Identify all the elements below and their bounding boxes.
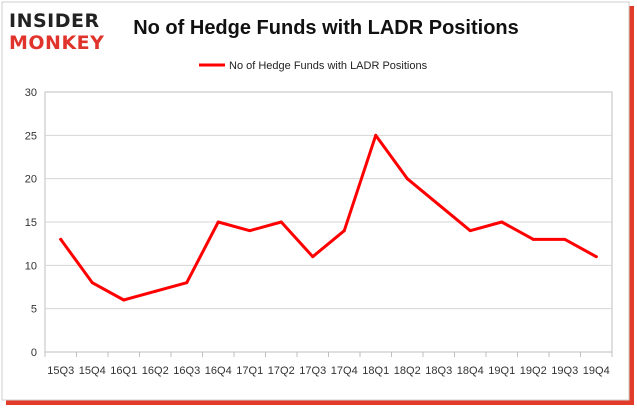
x-tick-label: 15Q4: [79, 365, 106, 377]
data-point: [563, 237, 567, 241]
x-tick-label: 18Q1: [362, 365, 389, 377]
y-tick-label: 25: [25, 130, 37, 142]
y-tick-label: 10: [25, 260, 37, 272]
data-point: [185, 281, 189, 285]
y-tick-label: 30: [25, 87, 37, 99]
x-tick-label: 16Q2: [142, 365, 169, 377]
logo-line2: MONKEY: [9, 32, 104, 54]
data-point: [500, 220, 504, 224]
x-tick-label: 19Q3: [551, 365, 578, 377]
x-tick-label: 17Q1: [236, 365, 263, 377]
data-point: [594, 255, 598, 259]
x-tick-label: 15Q3: [47, 365, 74, 377]
x-tick-label: 18Q3: [425, 365, 452, 377]
x-tick-label: 18Q4: [457, 365, 484, 377]
data-point: [437, 203, 441, 207]
y-tick-label: 15: [25, 217, 37, 229]
insider-monkey-logo: INSIDER MONKEY: [9, 10, 104, 54]
x-tick-label: 16Q1: [110, 365, 137, 377]
x-tick-label: 17Q4: [331, 365, 358, 377]
x-tick-label: 17Q2: [268, 365, 295, 377]
y-tick-label: 20: [25, 174, 37, 186]
frame-panel: [1, 1, 630, 401]
data-point: [468, 229, 472, 233]
x-tick-label: 17Q3: [299, 365, 326, 377]
data-point: [531, 237, 535, 241]
data-point: [311, 255, 315, 259]
x-tick-label: 19Q4: [583, 365, 610, 377]
data-point: [405, 177, 409, 181]
data-point: [248, 229, 252, 233]
data-point: [216, 220, 220, 224]
data-point: [342, 229, 346, 233]
series-layer: [59, 133, 598, 302]
y-tick-label: 0: [31, 347, 37, 359]
x-tick-label: 19Q2: [520, 365, 547, 377]
grid: [44, 91, 613, 353]
data-point: [374, 133, 378, 137]
data-point: [59, 237, 63, 241]
chart-title: No of Hedge Funds with LADR Positions: [133, 17, 519, 39]
x-tick-label: 19Q1: [488, 365, 515, 377]
data-point: [90, 281, 94, 285]
legend: No of Hedge Funds with LADR Positions: [199, 60, 428, 72]
legend-label: No of Hedge Funds with LADR Positions: [229, 60, 428, 72]
x-tick-label: 16Q3: [173, 365, 200, 377]
y-tick-label: 5: [31, 304, 37, 316]
data-point: [153, 289, 157, 293]
x-tick-label: 16Q4: [205, 365, 232, 377]
data-point: [122, 298, 126, 302]
series-line: [59, 133, 598, 302]
axes: 0 5 10 15 20 25 30 15Q3 15Q4 16Q1 16Q2 16Q3 16Q4 17Q1…: [25, 87, 613, 377]
data-point: [279, 220, 283, 224]
logo-line1: INSIDER: [9, 10, 100, 32]
x-tick-label: 18Q2: [394, 365, 421, 377]
